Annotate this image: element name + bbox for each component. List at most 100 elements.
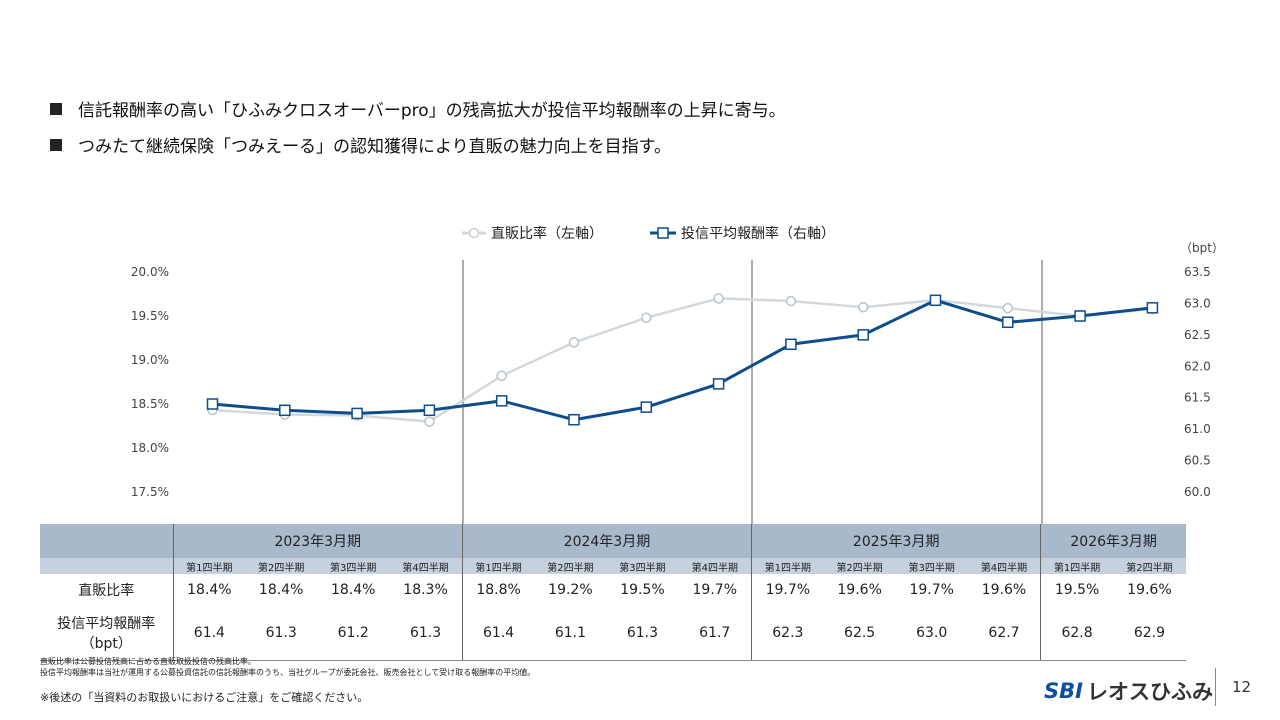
data-point-fee-rate (1074, 310, 1086, 322)
data-point-fee-rate (785, 338, 797, 351)
data-point-fee-rate (423, 404, 436, 417)
left-axis-tick-label: 18.0% (131, 441, 169, 455)
table-cell: 62.5 (823, 606, 896, 661)
fiscal-year-header: 2025年3月期 (751, 524, 1041, 558)
series-line-direct-sales (212, 297, 1153, 423)
table-cell: 19.6% (837, 582, 882, 598)
quarter-header: 第3四半期 (895, 558, 968, 574)
right-axis-tick-label: 60.5 (1184, 454, 1211, 468)
table-cell: 62.7 (967, 606, 1041, 661)
quarter-header: 第2四半期 (1112, 558, 1186, 574)
chart-series (206, 293, 1159, 427)
logo-name: レオスひふみ (1086, 680, 1213, 704)
data-point-fee-rate (640, 401, 653, 413)
data-point-fee-rate (712, 378, 725, 390)
page-number: 12 (1232, 678, 1252, 696)
data-table: 2023年3月期 2024年3月期 2025年3月期 2026年3月期 第1四半… (40, 524, 1186, 661)
quarter-header: 第1四半期 (172, 558, 246, 574)
quarter-header: 第1四半期 (751, 558, 824, 574)
data-point-fee-rate (351, 407, 363, 420)
data-point-fee-rate (857, 329, 869, 341)
quarter-header: 第1四半期 (461, 558, 535, 574)
fiscal-year-header: 2024年3月期 (461, 524, 752, 558)
quarter-header: 第4四半期 (678, 558, 752, 574)
bullet-1-text: 信託報酬率の高い「ひふみクロスオーバーpro」の残高拡大が投信平均報酬率の上昇に… (78, 101, 786, 121)
data-point-fee-rate (206, 398, 219, 410)
right-axis-tick-label: 62.0 (1184, 359, 1211, 373)
footnotes: 直販比率は公募投信残高に占める直販取扱投信の残高比率。 投信平均報酬率は当社が運… (40, 656, 535, 678)
bullet-2-text: つみたて継続保険「つみえーる」の認知獲得により直販の魅力向上を目指す。 (78, 137, 671, 157)
quarter-header: 第4四半期 (389, 558, 463, 574)
data-point-fee-rate (495, 395, 508, 407)
table-cell: 61.2 (317, 606, 390, 661)
data-point-fee-rate (568, 413, 580, 426)
bullet-1: 信託報酬率の高い「ひふみクロスオーバーpro」の残高拡大が投信平均報酬率の上昇に… (50, 96, 786, 121)
footnote-2: 投信平均報酬率は当社が運用する公募投資信託の信託報酬率のうち、当社グループが委託… (40, 668, 536, 677)
left-axis-ticks: 20.0% 19.5% 19.0% 18.5% 18.0% 17.5% (131, 265, 169, 499)
quarter-header: 第4四半期 (967, 558, 1041, 574)
bullet-square-icon (50, 138, 62, 151)
left-axis-tick-label: 19.0% (131, 353, 169, 367)
table-corner (40, 558, 174, 574)
data-point-direct-sales (857, 301, 869, 313)
fiscal-year-dividers (462, 260, 1043, 525)
series-line-fee-rate (212, 298, 1153, 422)
bullet-square-icon (50, 102, 62, 115)
right-axis-tick-label: 60.0 (1184, 485, 1211, 499)
fiscal-year-header: 2026年3月期 (1040, 524, 1186, 558)
table-cell: 62.8 (1040, 606, 1113, 661)
right-axis-unit: （bpt） (1180, 241, 1224, 255)
row-label-direct-sales: 直販比率 (78, 583, 135, 599)
table-cell: 18.4% (172, 574, 246, 606)
data-point-direct-sales (496, 370, 507, 382)
table-cell: 61.4 (172, 606, 246, 661)
left-axis-tick-label: 17.5% (131, 485, 169, 499)
chart-legend: 直販比率（左軸） 投信平均報酬率（右軸） (462, 225, 835, 242)
quarter-header: 第3四半期 (317, 558, 390, 574)
table-cell: 19.6% (1127, 582, 1172, 598)
legend-label-direct-sales: 直販比率（左軸） (491, 225, 603, 242)
data-point-direct-sales (424, 416, 435, 427)
data-point-fee-rate (1146, 302, 1159, 314)
data-point-fee-rate (929, 294, 942, 307)
table-cell: 19.7% (909, 582, 954, 598)
table-cell: 63.0 (895, 606, 968, 661)
legend-marker-direct-sales (468, 227, 480, 239)
table-cell: 61.3 (389, 606, 463, 661)
quarter-header: 第1四半期 (1040, 558, 1113, 574)
right-axis-tick-label: 62.5 (1184, 328, 1211, 342)
table-cell: 19.2% (548, 582, 593, 598)
data-point-direct-sales (785, 295, 797, 307)
company-logo: SBI レオスひふみ (1044, 676, 1213, 706)
right-axis-tick-label: 63.5 (1184, 265, 1211, 279)
left-axis-tick-label: 20.0% (131, 265, 169, 279)
quarter-header: 第2四半期 (245, 558, 318, 574)
data-point-fee-rate (279, 404, 291, 417)
table-cell: 61.3 (606, 606, 679, 661)
page-number-divider (1215, 668, 1216, 706)
data-point-direct-sales (641, 312, 652, 324)
table-cell: 18.4% (330, 582, 376, 598)
data-point-fee-rate (1002, 316, 1014, 329)
table-cell: 61.7 (678, 606, 752, 661)
data-point-direct-sales (713, 293, 724, 304)
line-chart: 直販比率（左軸） 投信平均報酬率（右軸） （bpt） 20.0% 19.5% 19.… (131, 225, 1224, 525)
right-axis-ticks: 63.5 63.0 62.5 62.0 61.5 61.0 60.5 60.0 (1184, 265, 1211, 499)
table-cell: 19.6% (981, 582, 1027, 598)
data-point-direct-sales (568, 337, 580, 348)
table-cell: 62.3 (751, 606, 824, 661)
table-cell: 61.4 (461, 606, 535, 661)
footnote-1: 直販比率は公募投信残高に占める直販取扱投信の残高比率。 (40, 657, 256, 666)
table-cell: 62.9 (1112, 606, 1186, 661)
table-cell: 18.8% (461, 574, 535, 606)
right-axis-tick-label: 63.0 (1184, 296, 1211, 310)
table-cell: 19.7% (751, 574, 824, 606)
caution-note: ※後述の「当資料のお取扱いにおけるご注意」をご確認ください。 (40, 691, 369, 704)
table-cell: 19.5% (620, 582, 665, 598)
quarter-header: 第2四半期 (534, 558, 607, 574)
left-axis-tick-label: 18.5% (131, 397, 169, 411)
table-cell: 18.3% (403, 582, 448, 598)
row-label-fee-rate: 投信平均報酬率 （bpt） (40, 606, 174, 661)
quarter-header: 第2四半期 (823, 558, 896, 574)
legend-marker-fee-rate (657, 227, 669, 239)
